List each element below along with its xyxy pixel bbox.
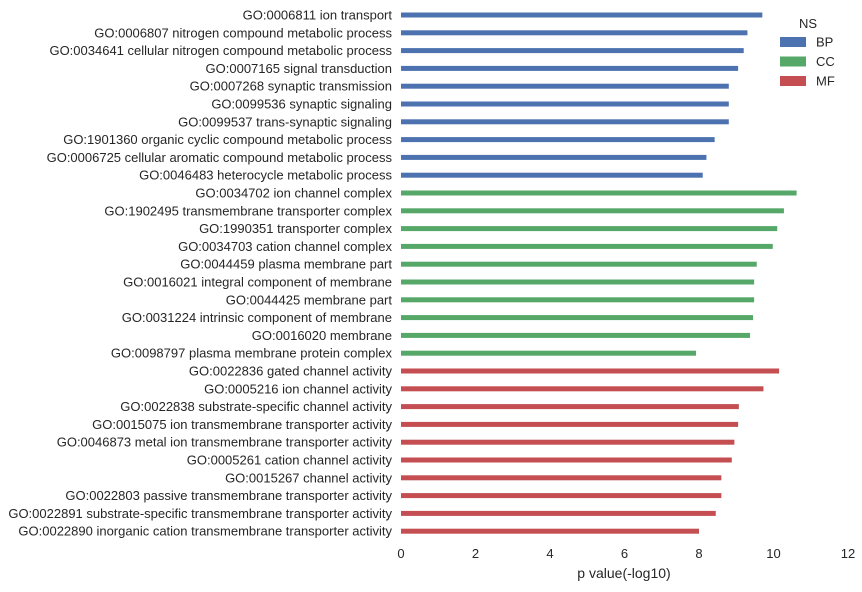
legend-swatch-bp [780, 37, 806, 47]
legend-swatch-cc [780, 56, 806, 67]
legend-title: NS [799, 16, 817, 31]
category-label: GO:0006807 nitrogen compound metabolic p… [94, 25, 392, 40]
category-label: GO:1902495 transmembrane transporter com… [104, 203, 392, 218]
legend-label-cc: CC [816, 54, 835, 69]
category-label: GO:0007268 synaptic transmission [190, 79, 392, 94]
x-tick-label: 6 [621, 546, 628, 561]
bar-cc-18 [401, 332, 751, 338]
bar-bp-7 [401, 137, 715, 143]
bar-bp-1 [401, 30, 748, 36]
category-label: GO:0005261 cation channel activity [187, 453, 393, 468]
category-label: GO:0046873 metal ion transmembrane trans… [57, 435, 393, 450]
x-tick-label: 10 [766, 546, 780, 561]
x-axis-label: p value(-log10) [577, 565, 670, 581]
x-ticks-group: 0 2 4 6 8 10 12 [397, 546, 855, 561]
bar-cc-12 [401, 226, 778, 232]
legend-entries: BP CC MF [780, 35, 835, 89]
bar-mf-22 [401, 404, 739, 410]
bars-group [401, 12, 797, 534]
category-label: GO:0022836 gated channel activity [189, 364, 393, 379]
category-labels-group: GO:0006811 ion transport GO:0006807 nitro… [8, 8, 392, 539]
bar-mf-29 [401, 528, 699, 534]
category-label: GO:0099537 trans-synaptic signaling [178, 114, 392, 129]
category-label: GO:0006811 ion transport [243, 8, 393, 23]
bar-bp-5 [401, 101, 729, 107]
bar-cc-10 [401, 190, 797, 196]
bar-cc-13 [401, 243, 773, 249]
category-label: GO:0099536 synaptic signaling [211, 97, 392, 112]
legend-swatch-mf [780, 76, 806, 86]
category-label: GO:0044459 plasma membrane part [180, 257, 392, 272]
category-label: GO:0007165 signal transduction [206, 61, 392, 76]
category-label: GO:0016021 integral component of membran… [123, 275, 392, 290]
bar-cc-14 [401, 261, 757, 267]
bar-cc-11 [401, 208, 784, 214]
category-label: GO:0034702 ion channel complex [195, 186, 392, 201]
category-label: GO:0015267 channel activity [225, 470, 392, 485]
legend-label-bp: BP [816, 35, 833, 50]
x-tick-label: 0 [397, 546, 404, 561]
bar-mf-24 [401, 439, 735, 445]
bar-mf-20 [401, 368, 780, 374]
category-label: GO:0022890 inorganic cation transmembran… [18, 524, 392, 539]
legend: NS BP CC MF [780, 16, 835, 89]
x-tick-label: 2 [472, 546, 479, 561]
bar-bp-4 [401, 83, 729, 89]
category-label: GO:0022838 substrate-specific channel ac… [120, 399, 392, 414]
bar-bp-2 [401, 48, 744, 54]
bar-bp-3 [401, 65, 739, 71]
category-label: GO:0006725 cellular aromatic compound me… [47, 150, 393, 165]
bar-cc-15 [401, 279, 755, 285]
bar-bp-0 [401, 12, 763, 18]
category-label: GO:0022891 substrate-specific transmembr… [8, 506, 392, 521]
bar-bp-6 [401, 119, 729, 125]
category-label: GO:0046483 heterocycle metabolic process [139, 168, 392, 183]
category-label: GO:0022803 passive transmembrane transpo… [65, 488, 392, 503]
bar-mf-21 [401, 386, 764, 392]
bar-cc-19 [401, 350, 697, 356]
x-tick-label: 12 [841, 546, 855, 561]
bar-mf-26 [401, 475, 722, 481]
x-tick-label: 4 [546, 546, 553, 561]
legend-label-mf: MF [816, 74, 835, 89]
category-label: GO:0015075 ion transmembrane transporter… [92, 417, 392, 432]
category-label: GO:0031224 intrinsic component of membra… [122, 310, 392, 325]
bar-mf-28 [401, 510, 716, 516]
category-label: GO:0098797 plasma membrane protein compl… [111, 346, 393, 361]
category-label: GO:0034703 cation channel complex [178, 239, 392, 254]
category-label: GO:1990351 transporter complex [199, 221, 392, 236]
category-label: GO:0044425 membrane part [226, 292, 393, 307]
bar-mf-27 [401, 493, 722, 499]
bar-cc-16 [401, 297, 755, 303]
bar-mf-25 [401, 457, 732, 463]
bar-bp-8 [401, 154, 707, 160]
category-label: GO:0005216 ion channel activity [204, 381, 392, 396]
category-label: GO:1901360 organic cyclic compound metab… [63, 132, 392, 147]
x-tick-label: 8 [695, 546, 702, 561]
bar-mf-23 [401, 421, 739, 427]
bar-cc-17 [401, 315, 754, 321]
bar-bp-9 [401, 172, 703, 178]
category-label: GO:0016020 membrane [252, 328, 392, 343]
category-label: GO:0034641 cellular nitrogen compound me… [49, 43, 392, 58]
